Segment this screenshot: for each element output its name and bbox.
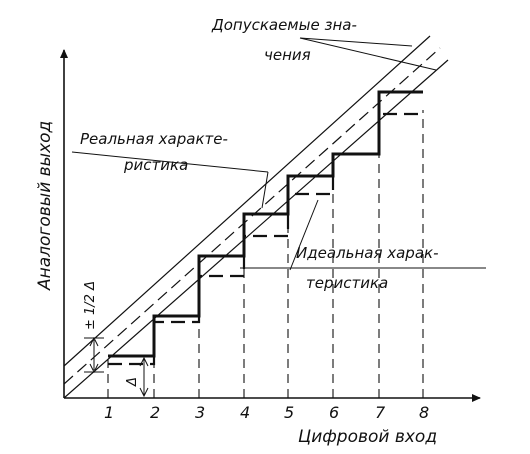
x-tick-label: 1 xyxy=(104,403,114,422)
ideal-characteristic-label-line2: теристика xyxy=(306,274,388,292)
real-characteristic xyxy=(108,90,423,358)
real-characteristic-label-line1: Реальная характе- xyxy=(80,130,228,148)
x-tick-label: 5 xyxy=(284,403,294,422)
x-tick-label: 4 xyxy=(240,403,250,422)
ideal-characteristic-label-line1: Идеальная харак- xyxy=(296,244,439,262)
half-delta-arrowhead-down xyxy=(89,363,99,374)
allowed-values-label-line2: чения xyxy=(264,46,311,64)
tolerance-upper-boundary xyxy=(63,35,431,367)
delta-arrowhead-down xyxy=(139,387,149,398)
x-tick-label: 7 xyxy=(375,403,386,422)
leader-allowed-values-2 xyxy=(299,37,437,71)
x-tick-label: 3 xyxy=(195,403,205,422)
tolerance-lower-boundary xyxy=(63,59,449,399)
x-axis-title: Цифровой вход xyxy=(298,427,437,447)
delta-arrowhead-up xyxy=(139,356,149,367)
half-delta-arrowhead-up xyxy=(89,336,99,347)
leader-allowed-values xyxy=(299,37,413,47)
half-delta-label: ± 1/2 Δ xyxy=(83,281,98,330)
leader-real-2 xyxy=(261,171,269,209)
x-tick-label: 6 xyxy=(329,403,339,422)
y-axis-title: Аналоговый выход xyxy=(35,121,55,291)
delta-label: Δ xyxy=(125,377,140,387)
allowed-values-label-line1: Допускаемые зна- xyxy=(211,16,357,34)
leader-real xyxy=(71,151,269,173)
real-characteristic-label-line2: ристика xyxy=(123,156,188,174)
leader-ideal-2 xyxy=(289,199,319,271)
tolerance-centerline xyxy=(63,47,441,385)
x-tick-label: 8 xyxy=(419,403,429,422)
x-tick-labels: 1 2 3 4 5 6 7 8 xyxy=(104,403,429,422)
x-tick-label: 2 xyxy=(150,403,160,422)
